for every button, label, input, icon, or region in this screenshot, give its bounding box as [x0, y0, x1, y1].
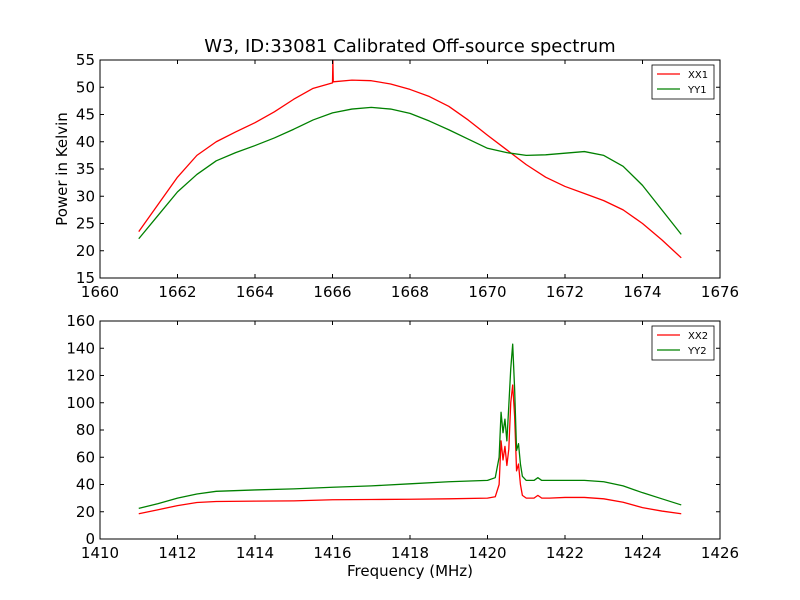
top-chart: 1660 1662 1664 1666 1668 1670 1672 1674 1676 15 20… [53, 51, 739, 301]
top-y-tick-label: 35 [76, 160, 95, 178]
top-x-tick-label: 1662 [158, 283, 196, 301]
series-line-xx1 [138, 59, 682, 259]
bottom-x-tick-label: 1422 [546, 544, 584, 562]
top-y-tick-label: 50 [76, 78, 95, 96]
bottom-x-tick-label: 1412 [158, 544, 196, 562]
top-chart-legend: XX1 YY1 [651, 64, 715, 100]
bottom-chart-xlabel: Frequency (MHz) [347, 562, 473, 580]
top-y-tick-label: 15 [76, 269, 95, 287]
legend-label-yy1: YY1 [687, 85, 707, 96]
bottom-x-tick-label: 1414 [236, 544, 274, 562]
top-y-tick-label: 20 [76, 242, 95, 260]
bottom-x-tick-label: 1418 [391, 544, 429, 562]
bottom-x-tick-label: 1424 [623, 544, 661, 562]
top-x-tick-label: 1670 [468, 283, 506, 301]
bottom-y-tick-label: 40 [76, 476, 95, 494]
top-x-tick-label: 1660 [81, 283, 119, 301]
bottom-chart-series [138, 343, 682, 515]
legend-label-xx2: XX2 [688, 331, 708, 342]
top-chart-title: W3, ID:33081 Calibrated Off-source spect… [204, 36, 615, 57]
bottom-legend-box [651, 325, 715, 361]
bottom-chart-ticks: 1410 1412 1414 1416 1418 1420 1422 1424 1426 0 20 4… [66, 312, 739, 562]
top-chart-ticks: 1660 1662 1664 1666 1668 1670 1672 1674 1676 15 20… [76, 51, 739, 301]
bottom-x-tick-label: 1416 [313, 544, 351, 562]
bottom-y-tick-label: 60 [76, 448, 95, 466]
top-x-tick-label: 1674 [623, 283, 661, 301]
bottom-chart: 1410 1412 1414 1416 1418 1420 1422 1424 1426 0 20 4… [66, 312, 739, 580]
bottom-x-tick-label: 1410 [81, 544, 119, 562]
bottom-x-tick-label: 1420 [468, 544, 506, 562]
top-y-tick-label: 55 [76, 51, 95, 69]
series-line-yy2 [138, 343, 682, 509]
top-x-tick-label: 1664 [236, 283, 274, 301]
top-chart-ylabel: Power in Kelvin [53, 112, 71, 226]
top-chart-series [138, 59, 682, 259]
bottom-y-tick-label: 0 [85, 530, 95, 548]
top-y-tick-label: 30 [76, 187, 95, 205]
top-x-tick-label: 1672 [546, 283, 584, 301]
bottom-chart-legend: XX2 YY2 [651, 325, 715, 361]
bottom-x-tick-label: 1426 [701, 544, 739, 562]
bottom-y-tick-label: 160 [66, 312, 95, 330]
top-legend-box [651, 64, 715, 100]
bottom-y-tick-label: 80 [76, 421, 95, 439]
top-x-tick-label: 1668 [391, 283, 429, 301]
legend-label-yy2: YY2 [687, 346, 707, 357]
bottom-y-tick-label: 100 [66, 394, 95, 412]
legend-label-xx1: XX1 [688, 70, 708, 81]
bottom-y-tick-label: 140 [66, 339, 95, 357]
top-y-tick-label: 25 [76, 215, 95, 233]
bottom-y-tick-label: 20 [76, 503, 95, 521]
top-x-tick-label: 1676 [701, 283, 739, 301]
bottom-y-tick-label: 120 [66, 367, 95, 385]
top-x-tick-label: 1666 [313, 283, 351, 301]
series-line-yy1 [138, 106, 682, 240]
top-y-tick-label: 45 [76, 106, 95, 124]
top-y-tick-label: 40 [76, 133, 95, 151]
series-line-xx2 [138, 384, 682, 515]
